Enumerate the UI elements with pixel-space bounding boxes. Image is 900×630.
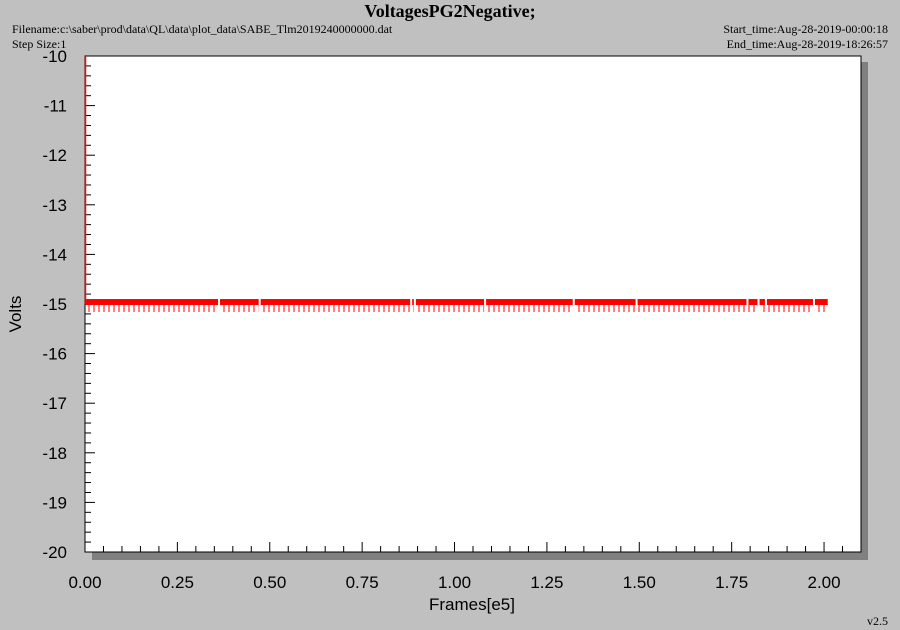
x-tick-label: 0.00 [68, 573, 101, 592]
series-gap [757, 299, 760, 313]
series-gap [258, 299, 261, 313]
y-tick-label: -19 [42, 493, 67, 512]
y-axis-ticks: -10 -11 -12 -13 -14 -15 -16 -17 -18 -19 -20 [42, 47, 95, 562]
version-text: v2.5 [867, 614, 888, 628]
series-gap [812, 299, 815, 313]
x-tick-label: 1.75 [715, 573, 748, 592]
filename-text: Filename:c:\saber\prod\data\QL\data\plot… [12, 22, 393, 36]
y-axis-label: Volts [6, 296, 25, 333]
x-axis-label: Frames[e5] [429, 595, 515, 614]
series-gap [484, 299, 487, 313]
y-tick-label: -12 [42, 146, 67, 165]
series-band [86, 299, 828, 305]
y-tick-label: -20 [42, 543, 67, 562]
series-gap [410, 299, 413, 313]
x-tick-label: 0.25 [161, 573, 194, 592]
y-tick-label: -13 [42, 196, 67, 215]
end-time-text: End_time:Aug-28-2019-18:26:57 [726, 37, 888, 51]
y-tick-label: -17 [42, 394, 67, 413]
x-tick-label: 1.00 [438, 573, 471, 592]
series-gap [218, 299, 221, 313]
start-time-text: Start_time:Aug-28-2019-00:00:18 [723, 22, 888, 36]
y-tick-label: -14 [42, 245, 67, 264]
x-tick-label: 1.25 [530, 573, 563, 592]
x-axis-ticks: 0.00 0.25 0.50 0.75 1.00 1.25 1.50 1.75 2.00 [68, 542, 862, 592]
y-tick-label: -16 [42, 345, 67, 364]
x-tick-label: 1.50 [623, 573, 656, 592]
series-gap [764, 299, 767, 313]
y-tick-label: -15 [42, 295, 67, 314]
series-gap [746, 299, 749, 313]
x-tick-label: 0.75 [346, 573, 379, 592]
y-tick-label: -18 [42, 444, 67, 463]
series-layer [84, 56, 828, 313]
x-tick-label: 0.50 [253, 573, 286, 592]
x-tick-label: 2.00 [808, 573, 841, 592]
series-gap [413, 299, 416, 313]
y-tick-label: -11 [44, 97, 67, 116]
y-tick-label: -10 [42, 47, 67, 66]
series-gap [572, 299, 575, 313]
series-gap [635, 299, 638, 313]
chart-title: VoltagesPG2Negative; [364, 1, 536, 21]
step-size-text: Step Size:1 [12, 37, 67, 51]
